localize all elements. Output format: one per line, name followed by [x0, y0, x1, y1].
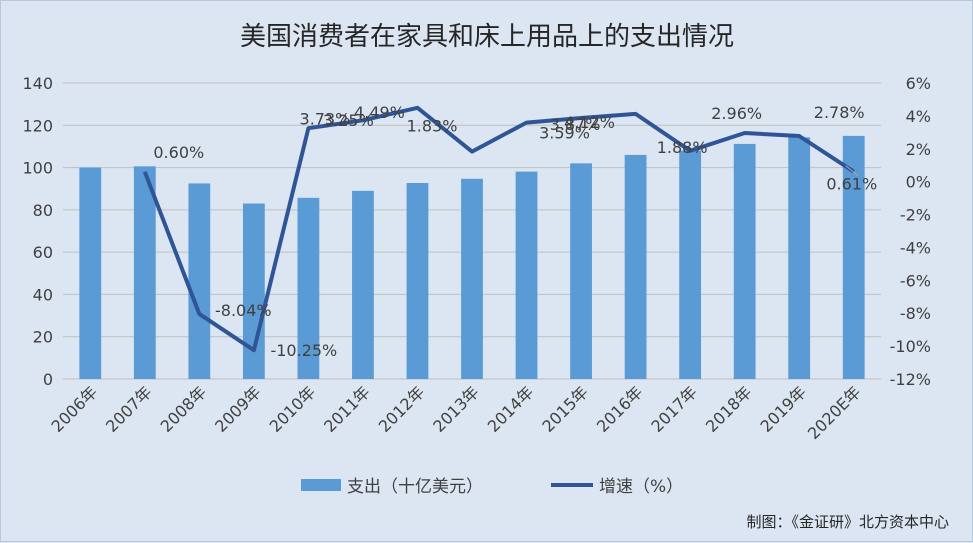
- line-data-label: 2.96%: [711, 104, 762, 123]
- x-tick-label: 2013年: [429, 382, 483, 436]
- x-tick-label: 2014年: [484, 382, 538, 436]
- bar: [570, 163, 592, 379]
- line-data-label: 4.49%: [354, 103, 405, 122]
- x-tick-label: 2007年: [102, 382, 156, 436]
- bar: [624, 154, 647, 379]
- chart-title: 美国消费者在家具和床上用品上的支出情况: [240, 22, 734, 52]
- y-left-tick-label: 40: [33, 285, 53, 304]
- source-note: 制图：《金证研》北方资本中心: [746, 513, 949, 531]
- y-left-tick-label: 60: [33, 243, 53, 262]
- legend-bar-swatch: [301, 479, 341, 491]
- y-right-tick-label: 2%: [906, 140, 931, 159]
- y-right-tick-label: -6%: [900, 271, 931, 290]
- y-left-tick-label: 140: [22, 74, 53, 93]
- x-tick-label: 2006年: [48, 382, 102, 436]
- x-tick-label: 2010年: [266, 382, 320, 436]
- line-data-label: 3.73%: [300, 109, 351, 128]
- y-right-tick-label: -4%: [900, 238, 931, 257]
- bar: [79, 167, 102, 379]
- x-tick-label: 2019年: [756, 382, 810, 436]
- y-right-tick-label: -10%: [890, 337, 931, 356]
- x-tick-label: 2017年: [647, 382, 701, 436]
- y-right-tick-label: -12%: [890, 370, 931, 389]
- legend-bar-label: 支出（十亿美元）: [347, 477, 483, 497]
- line-data-label: 2.78%: [814, 103, 865, 122]
- y-right-tick-label: -8%: [900, 304, 931, 323]
- bar: [842, 135, 865, 379]
- bar: [188, 183, 211, 379]
- x-tick-label: 2016年: [593, 382, 647, 436]
- bar: [679, 150, 702, 379]
- x-tick-label: 2011年: [320, 382, 374, 436]
- y-left-tick-label: 120: [22, 116, 53, 135]
- y-right-tick-label: 6%: [906, 74, 931, 93]
- line-data-label: 3.25%: [323, 111, 374, 130]
- bar: [242, 203, 265, 379]
- y-right-tick-label: 0%: [906, 173, 931, 192]
- data-label-leader: [845, 165, 859, 177]
- line-data-label: 0.61%: [826, 175, 877, 194]
- line-data-label: 3.87%: [550, 115, 601, 134]
- bar: [133, 166, 156, 379]
- x-tick-label: 2020E年: [804, 382, 865, 443]
- bar: [461, 178, 483, 379]
- line-data-label: 1.88%: [657, 138, 708, 157]
- line-data-label: 4.12%: [564, 113, 615, 132]
- y-left-tick-label: 0: [43, 370, 53, 389]
- line-data-label: -8.04%: [215, 301, 272, 320]
- bar: [352, 190, 374, 379]
- line-data-label: 1.83%: [407, 117, 458, 136]
- x-tick-label: 2018年: [702, 382, 756, 436]
- line-data-label: 0.60%: [153, 143, 204, 162]
- growth-line: [142, 105, 855, 353]
- bar: [406, 183, 429, 379]
- x-tick-label: 2012年: [375, 382, 429, 436]
- y-left-tick-label: 20: [33, 328, 53, 347]
- bar: [733, 143, 756, 379]
- x-tick-label: 2015年: [538, 382, 592, 436]
- bar: [297, 197, 320, 379]
- y-right-tick-label: 4%: [906, 107, 931, 126]
- y-left-tick-label: 100: [22, 159, 53, 178]
- line-data-label: -10.25%: [270, 341, 337, 360]
- y-right-tick-label: -2%: [900, 206, 931, 225]
- line-data-label: 3.59%: [539, 124, 590, 143]
- bar: [515, 171, 538, 379]
- x-tick-label: 2009年: [211, 382, 265, 436]
- x-tick-label: 2008年: [157, 382, 211, 436]
- bar: [788, 137, 811, 379]
- y-left-tick-label: 80: [33, 201, 53, 220]
- legend-line-label: 增速（%）: [599, 477, 683, 497]
